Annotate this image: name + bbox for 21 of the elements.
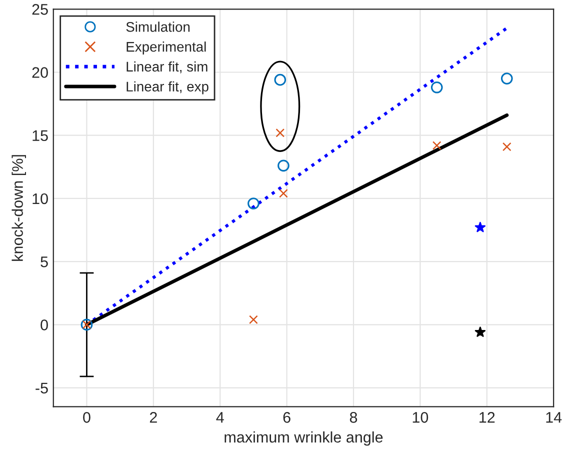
y-tick-label: 10 [32, 193, 48, 204]
legend-label: Experimental [126, 42, 206, 54]
x-axis-title: maximum wrinkle angle [224, 431, 383, 446]
x-tick-label: 14 [546, 412, 562, 423]
y-tick-label: 15 [32, 130, 48, 142]
x-tick-label: 0 [83, 412, 90, 423]
x-tick-label: 8 [350, 412, 358, 423]
legend-label: Linear fit, exp [126, 81, 208, 94]
y-tick-label: 5 [40, 256, 48, 268]
x-tick-label: 12 [480, 412, 495, 423]
x-tick-label: 6 [283, 412, 290, 423]
x-tick-label: 10 [412, 412, 428, 423]
legend-label: Linear fit, sim [126, 61, 208, 74]
y-tick-label: 20 [32, 67, 48, 78]
x-tick-label: 2 [150, 412, 157, 423]
y-tick-label: -5 [36, 382, 48, 394]
x-tick-label: 4 [216, 412, 224, 423]
legend-label: Simulation [126, 22, 190, 32]
y-tick-label: 25 [32, 4, 48, 15]
y-tick-label: 0 [40, 320, 48, 330]
y-axis-title: knock-down [%] [12, 155, 26, 261]
